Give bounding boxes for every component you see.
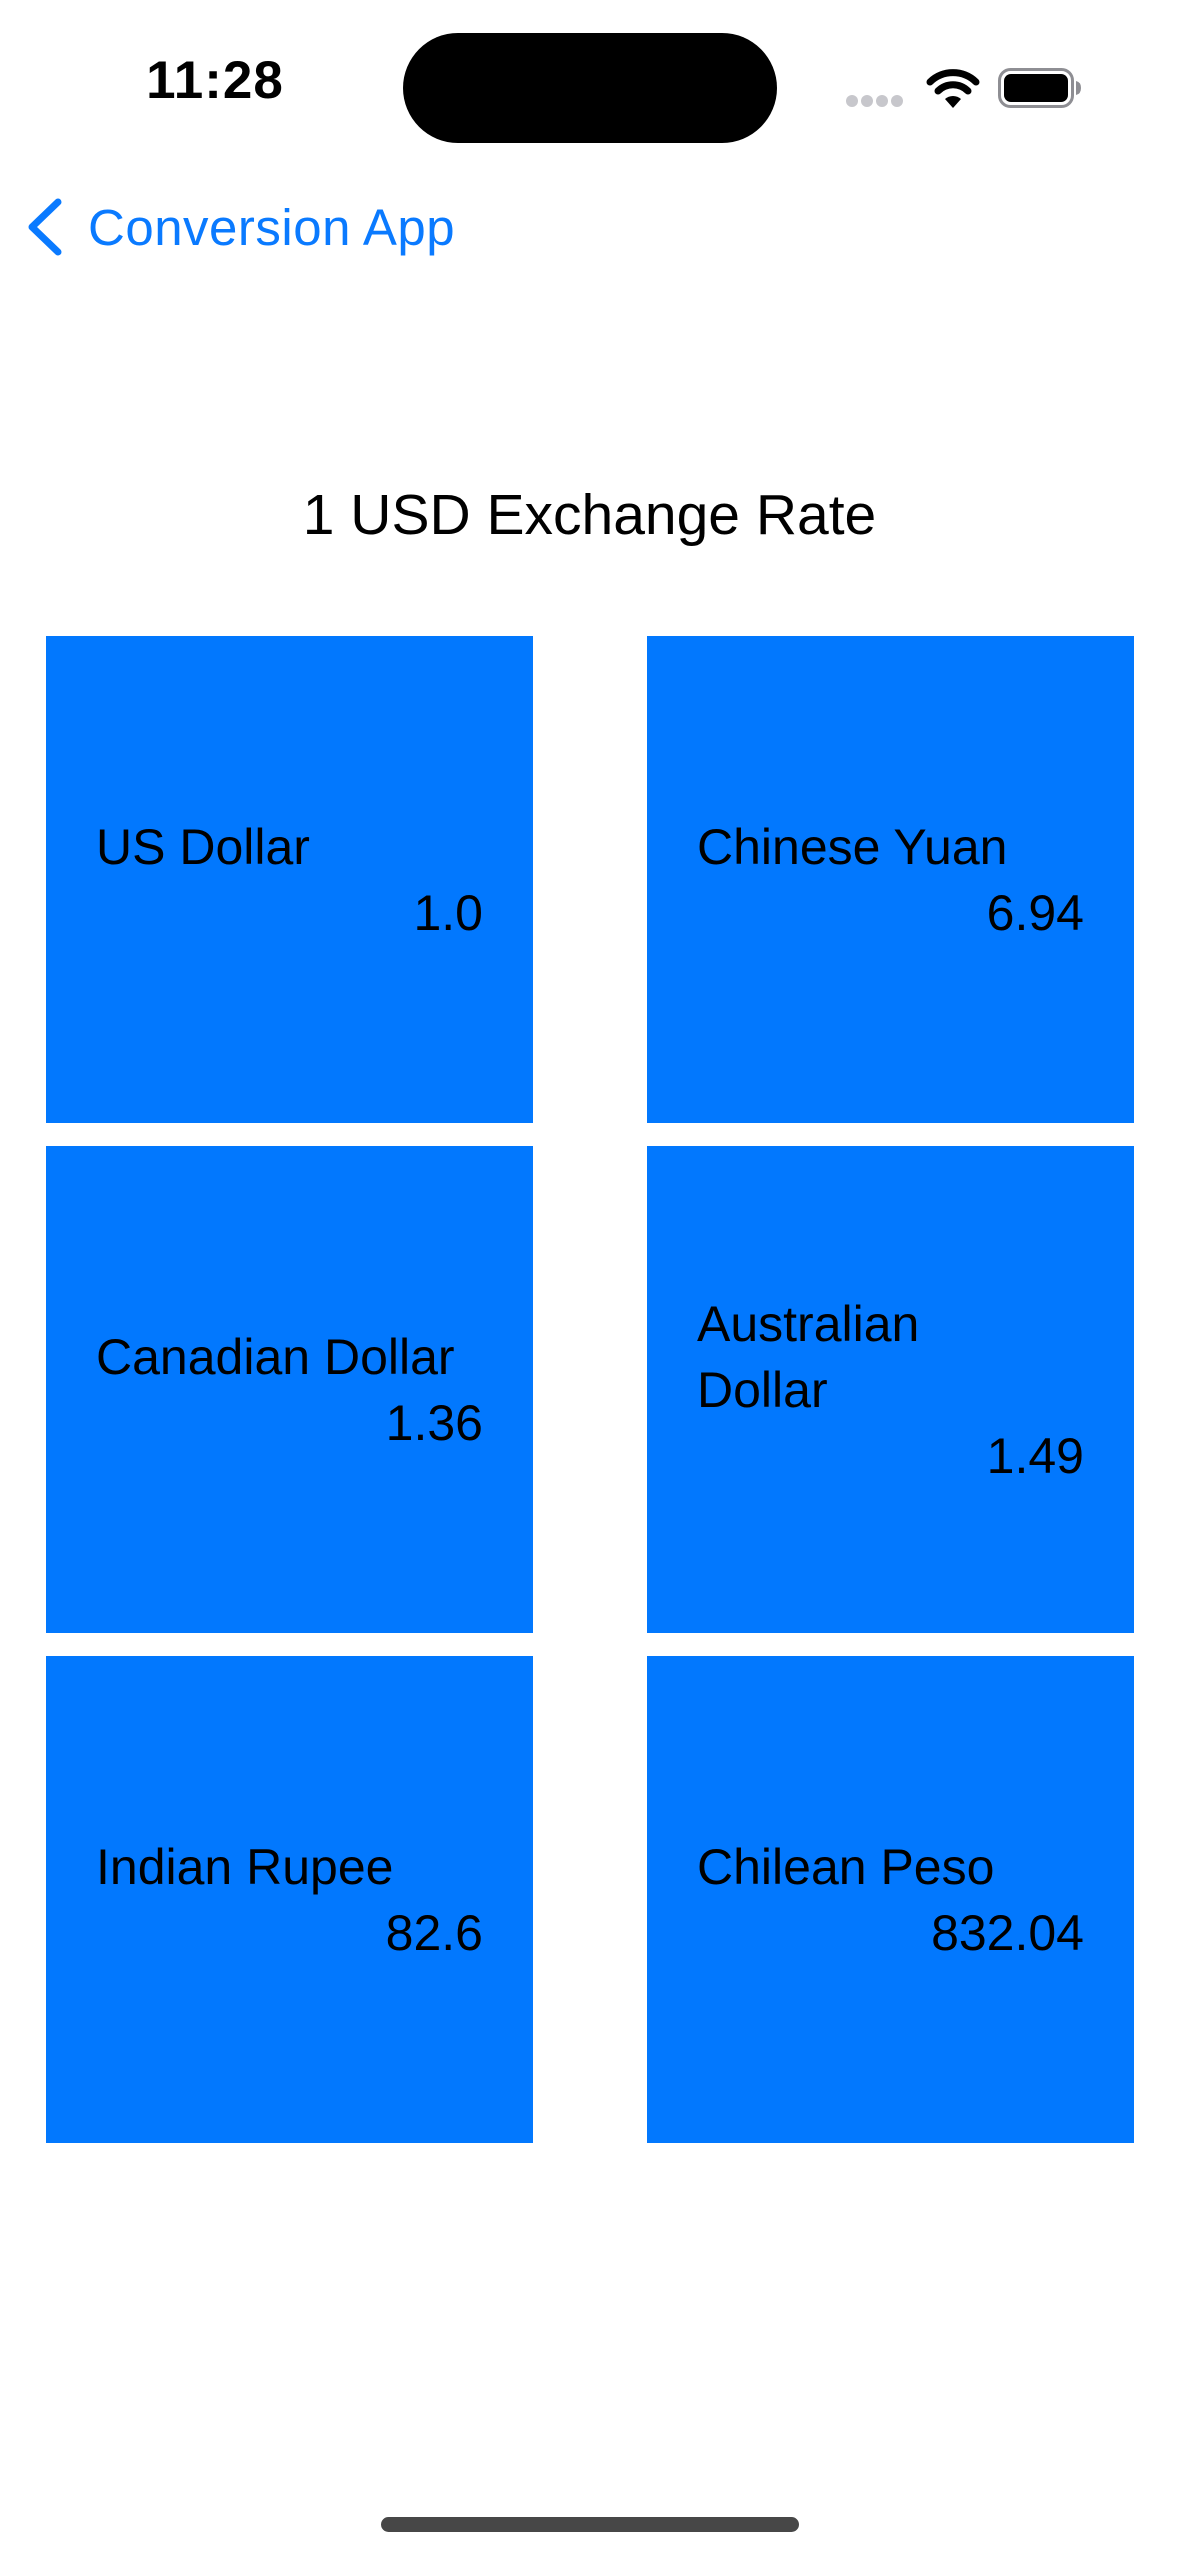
home-indicator[interactable] [381, 2517, 799, 2532]
wifi-icon [926, 69, 980, 108]
chevron-left-icon [28, 198, 62, 256]
cellular-signal-icon [846, 95, 904, 107]
back-button[interactable]: Conversion App [22, 188, 455, 266]
currency-rate: 832.04 [931, 1904, 1084, 1961]
currency-rate: 1.0 [413, 884, 483, 941]
back-button-label: Conversion App [88, 198, 456, 256]
currency-rate: 1.49 [986, 1427, 1084, 1484]
currency-name: US Dollar [96, 818, 310, 875]
currency-tile-chinese-yuan[interactable]: Chinese Yuan 6.94 [647, 636, 1134, 1123]
status-bar: 11:28 [0, 0, 1179, 170]
status-time: 11:28 [146, 51, 284, 110]
currency-tile-australian-dollar[interactable]: Australian Dollar 1.49 [647, 1146, 1134, 1633]
currency-tile-indian-rupee[interactable]: Indian Rupee 82.6 [46, 1656, 533, 2143]
currency-name: Chilean Peso [697, 1838, 995, 1895]
currency-rate: 6.94 [986, 884, 1084, 941]
currency-name: Chinese Yuan [697, 818, 1008, 875]
currency-tile-canadian-dollar[interactable]: Canadian Dollar 1.36 [46, 1146, 533, 1633]
currency-rate: 82.6 [385, 1904, 483, 1961]
dynamic-island [403, 33, 777, 143]
currency-name: Australian Dollar [697, 1295, 920, 1418]
page-title: 1 USD Exchange Rate [302, 483, 877, 547]
currency-rate: 1.36 [385, 1394, 483, 1451]
currency-tile-chilean-peso[interactable]: Chilean Peso 832.04 [647, 1656, 1134, 2143]
currency-name: Indian Rupee [96, 1838, 394, 1895]
battery-icon [998, 68, 1081, 108]
currency-name: Canadian Dollar [96, 1328, 455, 1385]
currency-tile-us-dollar[interactable]: US Dollar 1.0 [46, 636, 533, 1123]
